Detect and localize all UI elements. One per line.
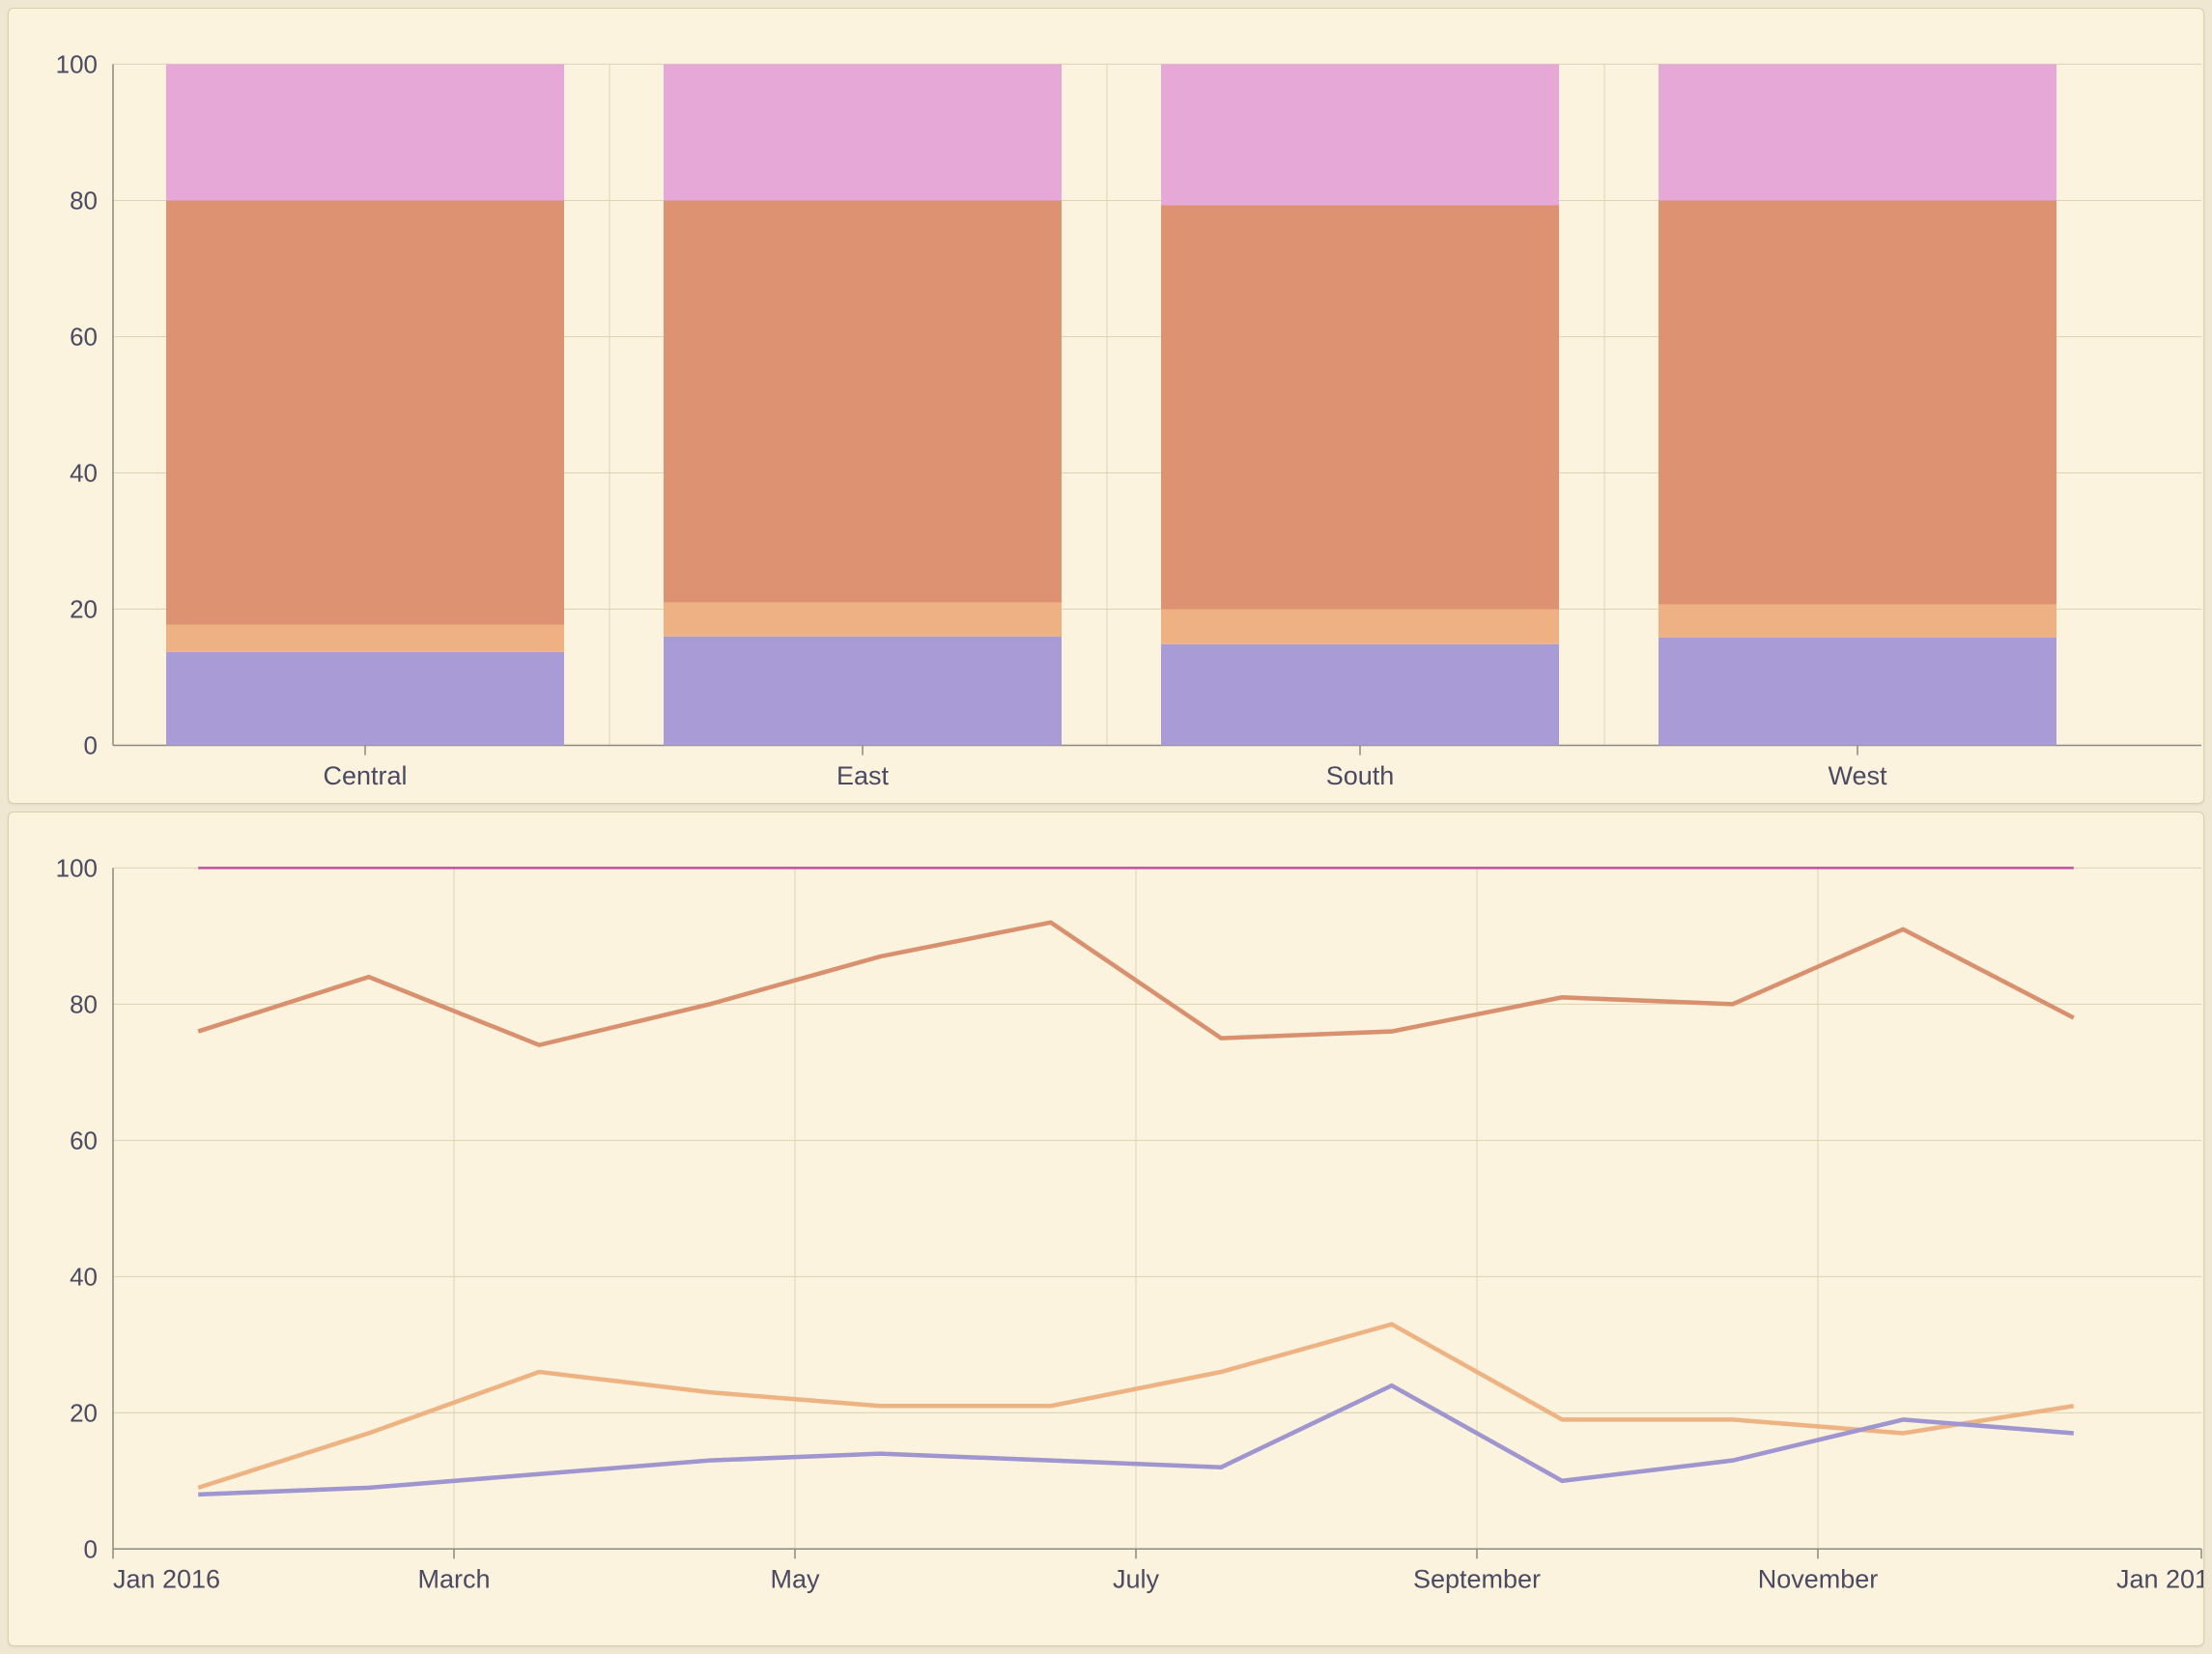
svg-text:November: November	[1758, 1563, 1878, 1593]
svg-text:East: East	[837, 760, 889, 790]
svg-text:20: 20	[70, 1398, 98, 1427]
svg-text:September: September	[1413, 1563, 1541, 1593]
svg-text:March: March	[418, 1563, 491, 1593]
svg-text:20: 20	[70, 595, 98, 624]
svg-text:May: May	[771, 1563, 820, 1593]
svg-text:80: 80	[70, 185, 98, 214]
svg-text:0: 0	[84, 731, 98, 760]
svg-text:60: 60	[70, 1126, 98, 1155]
svg-text:July: July	[1113, 1563, 1159, 1593]
svg-text:West: West	[1829, 760, 1887, 790]
svg-text:Jan 2016: Jan 2016	[113, 1563, 220, 1593]
svg-text:60: 60	[70, 322, 98, 351]
svg-text:40: 40	[70, 1262, 98, 1291]
svg-text:40: 40	[70, 458, 98, 487]
svg-text:100: 100	[56, 853, 98, 882]
svg-text:0: 0	[84, 1534, 98, 1563]
svg-text:Central: Central	[324, 760, 408, 790]
svg-text:100: 100	[56, 49, 98, 78]
svg-text:Jan 2017: Jan 2017	[2116, 1563, 2204, 1593]
svg-text:80: 80	[70, 989, 98, 1018]
svg-text:South: South	[1326, 760, 1395, 790]
